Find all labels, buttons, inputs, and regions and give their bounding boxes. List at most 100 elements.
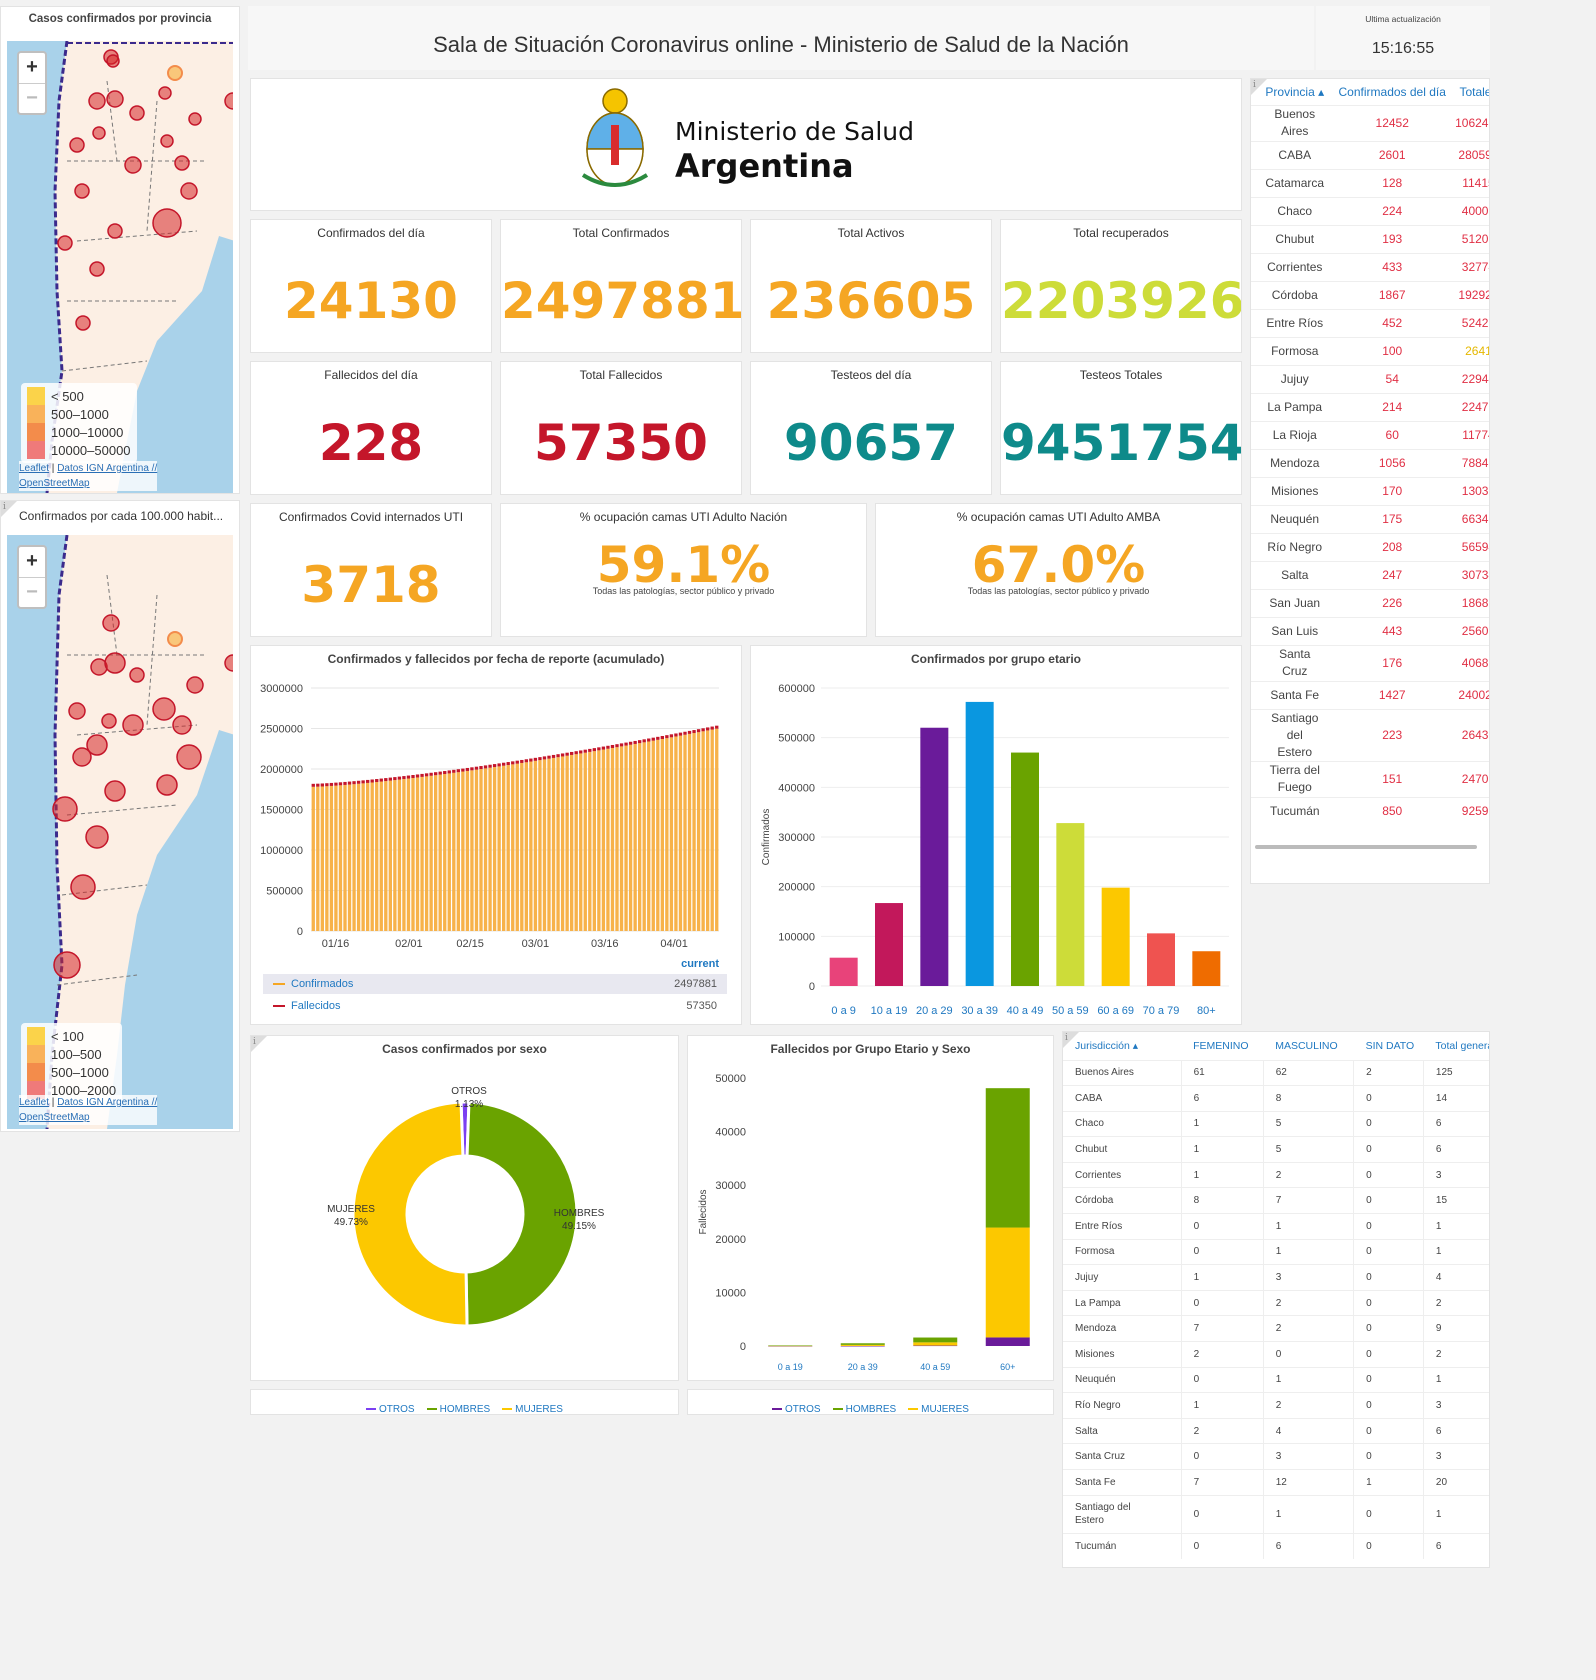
chart-sexo-legend: OTROS HOMBRES MUJERES: [250, 1389, 679, 1415]
bar[interactable]: [1056, 823, 1085, 986]
bar[interactable]: [1147, 933, 1175, 986]
ign-link[interactable]: Datos IGN Argentina //: [57, 1097, 158, 1108]
table-row[interactable]: Tucumán 0 6 0 6: [1063, 1532, 1489, 1559]
table-row[interactable]: Chaco 1 5 0 6: [1063, 1110, 1489, 1137]
map2-zoom-in-button[interactable]: +: [26, 550, 38, 572]
col-header-femenino[interactable]: FEMENINO: [1193, 1039, 1249, 1052]
table-row[interactable]: San Juan22618687: [1251, 588, 1489, 617]
col-header-masculino[interactable]: MASCULINO: [1275, 1039, 1338, 1052]
map1-zoom-in-button[interactable]: +: [26, 56, 38, 78]
legend-row-confirmados[interactable]: Confirmados 2497881: [263, 974, 727, 994]
map2-zoom-out-button[interactable]: −: [19, 577, 45, 607]
table-row[interactable]: La Pampa21422470: [1251, 392, 1489, 421]
legend-item[interactable]: MUJERES: [502, 1404, 563, 1414]
table-row[interactable]: CABA 6 8 0 14: [1063, 1085, 1489, 1112]
table-row[interactable]: Catamarca12811415: [1251, 168, 1489, 197]
table-row[interactable]: Río Negro20856594: [1251, 532, 1489, 561]
bar-segment[interactable]: [840, 1344, 885, 1346]
table-row[interactable]: Río Negro 1 2 0 3: [1063, 1392, 1489, 1419]
table-row[interactable]: Santiago del Estero 0 1 0 1: [1063, 1494, 1489, 1534]
map1-canvas[interactable]: + − < 500 500–1000 1000–10000 10000–5000…: [7, 41, 233, 493]
bar-segment[interactable]: [985, 1337, 1030, 1346]
table-row[interactable]: Buenos Aires 61 62 2 125: [1063, 1059, 1489, 1086]
table-row[interactable]: Neuquén17566348: [1251, 504, 1489, 533]
legend-item[interactable]: MUJERES: [908, 1404, 969, 1414]
col-header-provincia[interactable]: Provincia ▴: [1265, 84, 1325, 99]
leaflet-link[interactable]: Leaflet: [19, 463, 50, 474]
bar-segment[interactable]: [840, 1345, 885, 1347]
table-row[interactable]: Salta24730734: [1251, 560, 1489, 589]
table-row[interactable]: Neuquén 0 1 0 1: [1063, 1366, 1489, 1393]
table-row[interactable]: Mendoza105678846: [1251, 448, 1489, 477]
bar-segment[interactable]: [768, 1345, 813, 1347]
table-row[interactable]: Jujuy5422944: [1251, 364, 1489, 393]
leaflet-link[interactable]: Leaflet: [19, 1097, 50, 1108]
donut-slice[interactable]: [464, 1100, 579, 1328]
info-icon[interactable]: i: [253, 1037, 256, 1047]
table-row[interactable]: Jujuy 1 3 0 4: [1063, 1264, 1489, 1291]
table-row[interactable]: Misiones 2 0 0 2: [1063, 1341, 1489, 1368]
table-row[interactable]: Santa Fe 7 12 1 20: [1063, 1469, 1489, 1496]
bar-segment[interactable]: [913, 1345, 958, 1347]
col-header-total-general[interactable]: Total general: [1435, 1039, 1490, 1052]
col-header-jurisdiccion[interactable]: Jurisdicción ▴: [1075, 1039, 1139, 1052]
table-row[interactable]: Corrientes 1 2 0 3: [1063, 1161, 1489, 1188]
table-row[interactable]: Santiago del Estero22326430: [1251, 708, 1489, 761]
osm-link[interactable]: OpenStreetMap: [19, 478, 90, 489]
ign-link[interactable]: Datos IGN Argentina //: [57, 463, 158, 474]
col-header-sin-dato[interactable]: SIN DATO: [1365, 1039, 1415, 1052]
table-row[interactable]: Buenos Aires124521062432: [1251, 104, 1489, 141]
bar-segment[interactable]: [768, 1346, 813, 1347]
table-row[interactable]: Córdoba 8 7 0 15: [1063, 1187, 1489, 1214]
table-row[interactable]: Mendoza 7 2 0 9: [1063, 1315, 1489, 1342]
bar[interactable]: [829, 957, 858, 986]
osm-link[interactable]: OpenStreetMap: [19, 1112, 90, 1123]
legend-item[interactable]: OTROS: [366, 1404, 415, 1414]
table-row[interactable]: Tierra del Fuego15124705: [1251, 760, 1489, 797]
table-row[interactable]: Chubut 1 5 0 6: [1063, 1136, 1489, 1163]
donut-slice[interactable]: [351, 1100, 469, 1328]
table-row[interactable]: Santa Fe1427240025: [1251, 680, 1489, 709]
table-row[interactable]: Corrientes43332774: [1251, 252, 1489, 281]
table-row[interactable]: Chaco22440008: [1251, 196, 1489, 225]
bar[interactable]: [965, 701, 994, 986]
bar[interactable]: [1011, 752, 1039, 986]
bar-segment[interactable]: [913, 1337, 958, 1343]
table-row[interactable]: Formosa 100 2641: [1251, 336, 1489, 365]
legend-item[interactable]: OTROS: [772, 1404, 821, 1414]
table-row[interactable]: Tucumán85092591: [1251, 796, 1489, 825]
table-row[interactable]: Formosa 0 1 0 1: [1063, 1238, 1489, 1265]
table-row[interactable]: CABA2601280594: [1251, 140, 1489, 169]
table-scrollbar[interactable]: [1255, 845, 1477, 849]
bar[interactable]: [1192, 951, 1221, 986]
table-row[interactable]: Salta 2 4 0 6: [1063, 1417, 1489, 1444]
legend-item[interactable]: HOMBRES: [832, 1404, 896, 1414]
table-row[interactable]: La Pampa 0 2 0 2: [1063, 1289, 1489, 1316]
bar-segment[interactable]: [913, 1342, 958, 1346]
table-row[interactable]: Santa Cruz17640681: [1251, 644, 1489, 681]
table-row[interactable]: San Luis44325602: [1251, 616, 1489, 645]
info-icon[interactable]: i: [3, 502, 6, 512]
bar-segment[interactable]: [840, 1343, 885, 1345]
table-row[interactable]: Santa Cruz 0 3 0 3: [1063, 1443, 1489, 1470]
legend-item[interactable]: HOMBRES: [426, 1404, 490, 1414]
col-header-confirmados-dia[interactable]: Confirmados del día: [1338, 84, 1446, 99]
table-row[interactable]: Misiones17013038: [1251, 476, 1489, 505]
table-row[interactable]: Entre Ríos 0 1 0 1: [1063, 1213, 1489, 1240]
info-icon[interactable]: i: [1065, 1033, 1068, 1043]
table-row[interactable]: Córdoba1867192920: [1251, 280, 1489, 309]
bar-segment[interactable]: [985, 1227, 1030, 1338]
bar[interactable]: [875, 903, 903, 986]
bar-segment[interactable]: [985, 1088, 1030, 1228]
table-row[interactable]: Chubut19351206: [1251, 224, 1489, 253]
legend-row-fallecidos[interactable]: Fallecidos 57350: [263, 996, 727, 1016]
map1-zoom-out-button[interactable]: −: [19, 83, 45, 113]
bar-segment[interactable]: [768, 1345, 813, 1346]
bar[interactable]: [920, 727, 949, 986]
table-row[interactable]: La Rioja6011774: [1251, 420, 1489, 449]
table-row[interactable]: Entre Ríos45252422: [1251, 308, 1489, 337]
map2-canvas[interactable]: + − < 100 100–500 500–1000 1000–2000 Lea…: [7, 535, 233, 1129]
col-header-totales[interactable]: Totales: [1459, 84, 1489, 99]
bar[interactable]: [1101, 887, 1130, 986]
info-icon[interactable]: i: [1253, 80, 1256, 90]
